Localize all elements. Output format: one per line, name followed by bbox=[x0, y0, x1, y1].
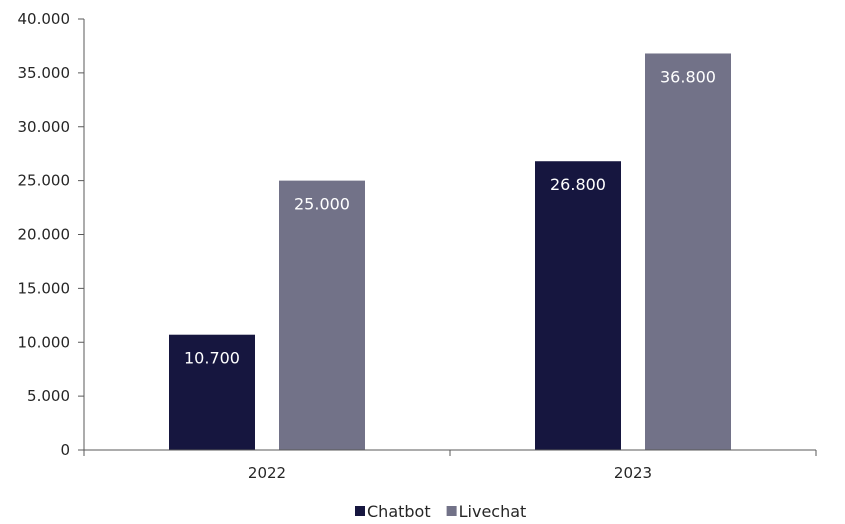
x-tick-label: 2023 bbox=[614, 464, 652, 482]
bar-livechat bbox=[279, 180, 365, 450]
legend-swatch-chatbot bbox=[355, 506, 365, 516]
data-label: 25.000 bbox=[294, 195, 350, 214]
x-tick-label: 2022 bbox=[248, 464, 286, 482]
y-tick-label: 0 bbox=[60, 441, 70, 459]
y-tick-label: 15.000 bbox=[18, 279, 71, 297]
y-tick-label: 5.000 bbox=[27, 387, 70, 405]
y-tick-label: 10.000 bbox=[18, 333, 71, 351]
y-tick-label: 35.000 bbox=[18, 64, 71, 82]
y-tick-label: 30.000 bbox=[18, 118, 71, 136]
bar-livechat bbox=[645, 53, 731, 450]
y-tick-label: 20.000 bbox=[18, 226, 71, 244]
legend: Chatbot Livechat bbox=[355, 502, 526, 521]
data-label: 10.700 bbox=[184, 349, 240, 368]
legend-label-livechat: Livechat bbox=[459, 502, 527, 521]
y-axis: 0 5.000 10.000 15.000 20.000 25.000 30.000 35.0… bbox=[18, 10, 85, 459]
x-axis: 2022 2023 bbox=[83, 449, 817, 482]
legend-label-chatbot: Chatbot bbox=[367, 502, 431, 521]
legend-swatch-livechat bbox=[446, 506, 457, 516]
y-tick-label: 25.000 bbox=[18, 172, 71, 190]
bar-chatbot bbox=[535, 161, 621, 451]
bars-group: 10.700 25.000 26.800 36.800 bbox=[169, 53, 731, 451]
data-label: 26.800 bbox=[550, 175, 606, 194]
data-label: 36.800 bbox=[660, 67, 716, 86]
y-tick-label: 40.000 bbox=[18, 10, 71, 28]
bar-chatbot bbox=[169, 334, 255, 450]
